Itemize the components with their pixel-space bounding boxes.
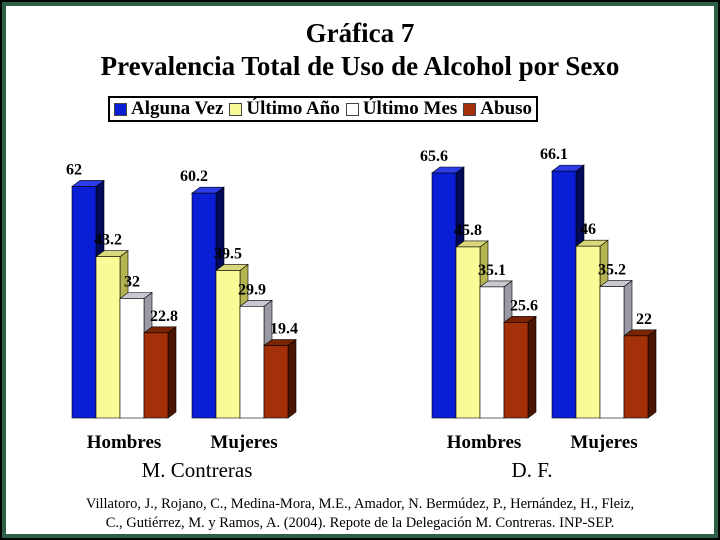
bar-abuso	[143, 332, 169, 419]
legend-label: Último Mes	[362, 98, 458, 119]
data-label: 19.4	[270, 321, 298, 338]
legend-label: Abuso	[480, 98, 533, 119]
citation-line: Villatoro, J., Rojano, C., Medina-Mora, …	[85, 496, 635, 512]
legend-swatch	[229, 102, 243, 116]
bar-alguna-vez	[191, 192, 217, 419]
bar-ultimo-mes	[119, 298, 145, 419]
bar-ultimo-ano	[575, 245, 601, 419]
data-label: 45.8	[454, 222, 482, 239]
citation-line: C., Gutiérrez, M. y Ramos, A. (2004). Re…	[105, 515, 615, 531]
data-label: 32	[124, 273, 140, 290]
data-label: 35.2	[598, 262, 626, 279]
bar-ultimo-mes	[599, 286, 625, 419]
data-label: 60.2	[180, 168, 208, 185]
data-label: 66.1	[540, 146, 568, 163]
bar-side-abuso	[167, 326, 177, 419]
chart-title: Gráfica 7	[305, 18, 415, 48]
bar-abuso	[503, 322, 529, 419]
legend-swatch	[114, 102, 127, 116]
bar-ultimo-ano	[215, 270, 241, 419]
data-label: 43.2	[94, 232, 122, 249]
bar-alguna-vez	[551, 170, 577, 419]
data-label: 65.6	[420, 148, 448, 165]
data-label: 46	[580, 221, 596, 238]
data-label: 29.9	[238, 281, 266, 298]
data-label: 35.1	[478, 262, 506, 279]
bar-ultimo-ano	[95, 256, 121, 419]
panel-label-m-contreras: M. Contreras	[141, 458, 253, 482]
legend-item-abuso: Abuso	[463, 98, 532, 120]
data-label: 25.6	[510, 297, 538, 314]
category-label: Mujeres	[210, 432, 277, 453]
data-label: 22.8	[150, 308, 178, 325]
legend-label: Último Año	[246, 98, 340, 119]
data-label: 39.5	[214, 245, 242, 262]
citation: Villatoro, J., Rojano, C., Medina-Mora, …	[20, 495, 700, 533]
legend-item-ultimo-ano: Último Año	[229, 98, 340, 120]
bar-side-abuso	[527, 315, 537, 419]
legend-swatch	[345, 102, 359, 116]
bar-alguna-vez	[71, 186, 97, 419]
data-label: 22	[636, 311, 652, 328]
bar-ultimo-mes	[479, 286, 505, 419]
category-label: Hombres	[87, 432, 162, 453]
legend-label: Alguna Vez	[131, 98, 224, 119]
legend-item-ultimo-mes: Último Mes	[345, 98, 458, 120]
legend: Alguna Vez Último Año Último Mes Abuso	[108, 96, 539, 122]
category-label: Mujeres	[570, 432, 637, 453]
bar-abuso	[263, 345, 289, 419]
category-label: Hombres	[447, 432, 522, 453]
bar-side-abuso	[647, 329, 657, 419]
legend-swatch	[463, 102, 477, 116]
panel-label-df: D. F.	[511, 458, 553, 482]
data-label: 62	[66, 161, 82, 178]
bar-abuso	[623, 335, 649, 419]
bar-ultimo-ano	[455, 246, 481, 419]
bar-alguna-vez	[431, 172, 457, 419]
bar-ultimo-mes	[239, 306, 265, 419]
chart-subtitle: Prevalencia Total de Uso de Alcohol por …	[100, 51, 620, 81]
legend-item-alguna-vez: Alguna Vez	[114, 98, 223, 120]
bar-side-abuso	[287, 338, 297, 419]
